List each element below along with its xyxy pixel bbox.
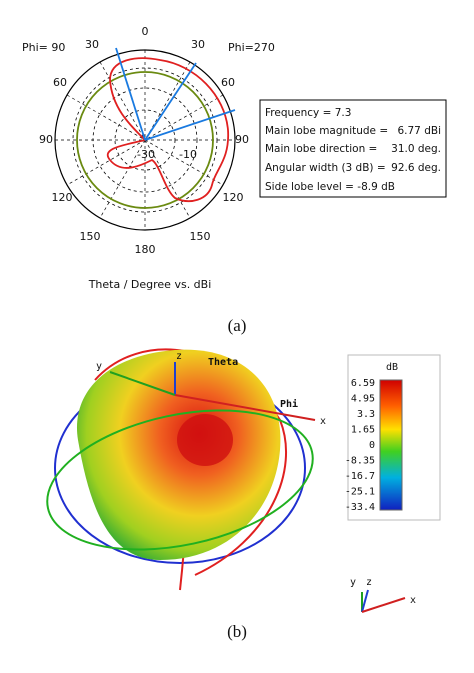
angle-label: 120	[52, 191, 73, 204]
polar-plot	[54, 47, 236, 231]
info-line: Main lobe direction =	[265, 143, 377, 155]
phi-label: Phi=270	[228, 41, 275, 54]
axis-label: x	[320, 416, 326, 427]
radial-label: -30	[137, 148, 155, 161]
angle-label: 150	[190, 230, 211, 243]
colorbar-label: 0	[369, 440, 375, 451]
colorbar-label: -25.1	[345, 487, 375, 498]
colorbar-label: -8.35	[345, 456, 375, 467]
colorbar-label: 4.95	[351, 394, 375, 405]
info-line: 92.6 deg.	[391, 162, 441, 174]
axis-label: Theta	[208, 357, 238, 368]
colorbar-title: dB	[386, 362, 398, 373]
info-line: Main lobe magnitude =	[265, 125, 388, 137]
angle-label: 30	[85, 38, 99, 51]
axis-label: z	[366, 577, 372, 588]
info-box	[259, 99, 447, 198]
angle-label: 90	[39, 133, 53, 146]
info-line: Frequency = 7.3	[265, 107, 351, 119]
caption: (b)	[227, 622, 247, 641]
colorbar-label: 6.59	[351, 378, 375, 389]
info-line: -8.9 dB	[357, 181, 395, 193]
angle-label: 120	[223, 191, 244, 204]
pattern-3d	[46, 348, 441, 613]
angle-label: 90	[235, 133, 249, 146]
radial-label: -10	[179, 148, 197, 161]
angle-label: 60	[221, 76, 235, 89]
info-line: Side lobe level =	[265, 181, 354, 193]
axis-label: Phi	[280, 398, 298, 410]
angle-label: 60	[53, 76, 67, 89]
angle-label: 150	[80, 230, 101, 243]
axis-label: z	[176, 351, 182, 362]
caption: (a)	[228, 316, 247, 335]
axis-caption: Theta / Degree vs. dBi	[88, 278, 212, 291]
colorbar-label: -16.7	[345, 471, 375, 482]
axis-label: x	[410, 595, 416, 606]
angle-label: 0	[142, 25, 149, 38]
axis-label: y	[96, 361, 102, 372]
info-line: Angular width (3 dB) =	[265, 162, 386, 174]
axis-label: y	[350, 577, 356, 588]
info-line: 31.0 deg.	[391, 143, 441, 155]
info-line: 6.77 dBi	[397, 125, 441, 137]
colorbar-label: 3.3	[357, 409, 375, 420]
phi-label: Phi= 90	[22, 41, 65, 54]
angle-label: 180	[135, 243, 156, 256]
angle-label: 30	[191, 38, 205, 51]
colorbar-label: 1.65	[351, 425, 375, 436]
colorbar-label: -33.4	[345, 502, 375, 513]
